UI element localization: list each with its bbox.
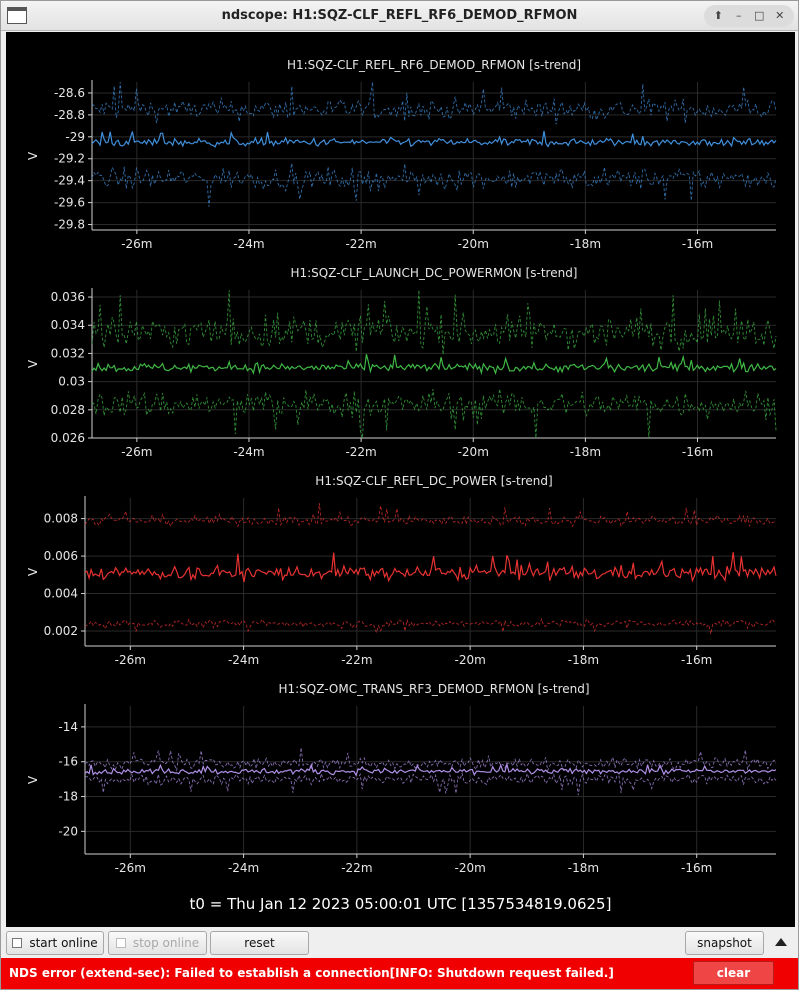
y-tick-label: -29.8 [54, 218, 85, 232]
x-tick-label: -26m [121, 237, 152, 251]
chart-title: H1:SQZ-CLF_REFL_RF6_DEMOD_RFMON [s-trend… [287, 58, 581, 72]
y-tick-label: -20 [58, 824, 78, 838]
x-tick-label: -24m [233, 237, 264, 251]
stop-online-button[interactable]: stop online [108, 931, 207, 955]
window-app-icon [7, 7, 27, 24]
x-tick-label: -16m [681, 861, 712, 875]
series-line-mean [91, 130, 777, 148]
x-tick-label: -22m [345, 445, 376, 459]
snapshot-button[interactable]: snapshot [685, 931, 764, 955]
x-tick-label: -18m [570, 237, 601, 251]
chart-title: H1:SQZ-CLF_LAUNCH_DC_POWERMON [s-trend] [290, 266, 577, 280]
series-line-min [84, 617, 777, 635]
x-tick-label: -20m [458, 237, 489, 251]
chart-panel-3: H1:SQZ-CLF_REFL_DC_POWER [s-trend] -26m -2… [26, 474, 777, 667]
y-tick-label: 0.034 [51, 318, 85, 332]
y-tick-label: -29 [65, 130, 85, 144]
y-tick-label: -16 [58, 755, 78, 769]
y-axis-label: V [26, 359, 40, 368]
y-tick-label: 0.006 [44, 549, 78, 563]
x-tick-label: -24m [228, 861, 259, 875]
title-bar[interactable]: ndscope: H1:SQZ-CLF_REFL_RF6_DEMOD_RFMON… [1, 1, 798, 31]
x-tick-label: -18m [568, 861, 599, 875]
chart-title: H1:SQZ-CLF_REFL_DC_POWER [s-trend] [315, 474, 552, 488]
control-bar: start online stop online reset snapshot [1, 929, 798, 957]
error-bar: NDS error (extend-sec): Failed to establ… [1, 958, 798, 989]
x-tick-label: -26m [115, 653, 146, 667]
collapse-arrow-icon[interactable] [775, 938, 787, 946]
minimize-up-icon[interactable]: ⬆ [713, 9, 723, 22]
plot-area[interactable]: H1:SQZ-CLF_REFL_RF6_DEMOD_RFMON [s-trend… [6, 32, 795, 927]
y-tick-label: -14 [58, 720, 78, 734]
y-tick-label: 0.008 [44, 512, 78, 526]
series-line-min [91, 163, 777, 207]
y-tick-label: -29.6 [54, 196, 85, 210]
x-tick-label: -24m [233, 445, 264, 459]
x-tick-label: -16m [682, 445, 713, 459]
series-line-max [91, 81, 777, 125]
y-tick-label: 0.036 [51, 290, 85, 304]
minimize-icon[interactable]: – [736, 9, 742, 22]
series-line-mean [84, 552, 777, 583]
chart-panel-1: H1:SQZ-CLF_REFL_RF6_DEMOD_RFMON [s-trend… [26, 58, 777, 251]
y-tick-label: -29.4 [54, 174, 85, 188]
x-tick-label: -22m [345, 237, 376, 251]
y-tick-label: -28.6 [54, 86, 85, 100]
snapshot-label: snapshot [697, 936, 752, 950]
y-axis-label: V [26, 151, 40, 160]
chart-panel-4: H1:SQZ-OMC_TRANS_RF3_DEMOD_RFMON [s-tren… [26, 682, 777, 875]
x-tick-label: -18m [570, 445, 601, 459]
y-tick-label: 0.03 [58, 375, 85, 389]
clear-button[interactable]: clear [693, 961, 774, 985]
x-tick-label: -22m [341, 861, 372, 875]
plots-canvas[interactable]: H1:SQZ-CLF_REFL_RF6_DEMOD_RFMON [s-trend… [6, 32, 795, 892]
y-tick-label: 0.032 [51, 346, 85, 360]
x-tick-label: -26m [115, 861, 146, 875]
x-tick-label: -18m [568, 653, 599, 667]
y-tick-label: -28.8 [54, 108, 85, 122]
reset-button[interactable]: reset [210, 931, 309, 955]
y-axis-label: V [26, 567, 40, 576]
t0-label: t0 = Thu Jan 12 2023 05:00:01 UTC [13575… [189, 895, 612, 913]
series-line-min [85, 771, 777, 796]
window-title: ndscope: H1:SQZ-CLF_REFL_RF6_DEMOD_RFMON [221, 8, 578, 23]
chart-title: H1:SQZ-OMC_TRANS_RF3_DEMOD_RFMON [s-tren… [278, 682, 589, 696]
y-tick-label: 0.028 [51, 403, 85, 417]
x-tick-label: -20m [454, 861, 485, 875]
series-line-max [84, 503, 777, 528]
x-tick-label: -20m [458, 445, 489, 459]
error-message: NDS error (extend-sec): Failed to establ… [9, 966, 614, 980]
series-line-max [84, 747, 777, 773]
y-tick-label: -29.2 [54, 152, 85, 166]
y-tick-label: 0.026 [51, 431, 85, 445]
close-icon[interactable]: ✕ [775, 9, 785, 22]
stop-online-label: stop online [132, 936, 200, 950]
series-line-min [91, 388, 777, 439]
y-tick-label: 0.004 [44, 587, 78, 601]
start-online-button[interactable]: start online [6, 931, 104, 955]
window-controls: ⬆ – □ ✕ [704, 5, 794, 27]
series-line-mean [84, 761, 777, 777]
y-tick-label: 0.002 [44, 624, 78, 638]
x-tick-label: -16m [681, 653, 712, 667]
start-online-label: start online [29, 936, 98, 950]
x-tick-label: -20m [454, 653, 485, 667]
maximize-icon[interactable]: □ [754, 9, 765, 22]
x-tick-label: -16m [682, 237, 713, 251]
x-tick-label: -26m [121, 445, 152, 459]
play-icon [12, 938, 23, 948]
x-tick-label: -24m [228, 653, 259, 667]
reset-label: reset [244, 936, 275, 950]
chart-panel-2: H1:SQZ-CLF_LAUNCH_DC_POWERMON [s-trend] -… [26, 266, 777, 459]
series-line-mean [91, 354, 777, 376]
y-tick-label: -18 [58, 790, 78, 804]
x-tick-label: -22m [341, 653, 372, 667]
y-axis-label: V [26, 775, 40, 784]
series-line-max [91, 289, 777, 355]
stop-icon [115, 938, 126, 948]
